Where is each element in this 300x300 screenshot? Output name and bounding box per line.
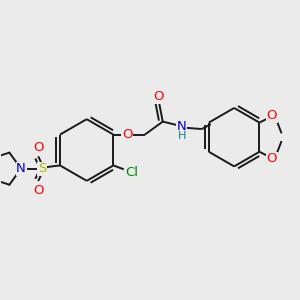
Text: S: S xyxy=(38,162,46,175)
Text: O: O xyxy=(154,90,164,103)
Text: N: N xyxy=(16,162,26,175)
Text: O: O xyxy=(266,109,277,122)
Text: H: H xyxy=(177,130,186,141)
Text: O: O xyxy=(33,184,44,196)
Text: N: N xyxy=(16,162,26,175)
Text: O: O xyxy=(122,128,132,141)
Text: O: O xyxy=(33,141,44,154)
Text: Cl: Cl xyxy=(125,166,138,179)
Text: N: N xyxy=(177,120,186,133)
Text: O: O xyxy=(266,152,277,165)
